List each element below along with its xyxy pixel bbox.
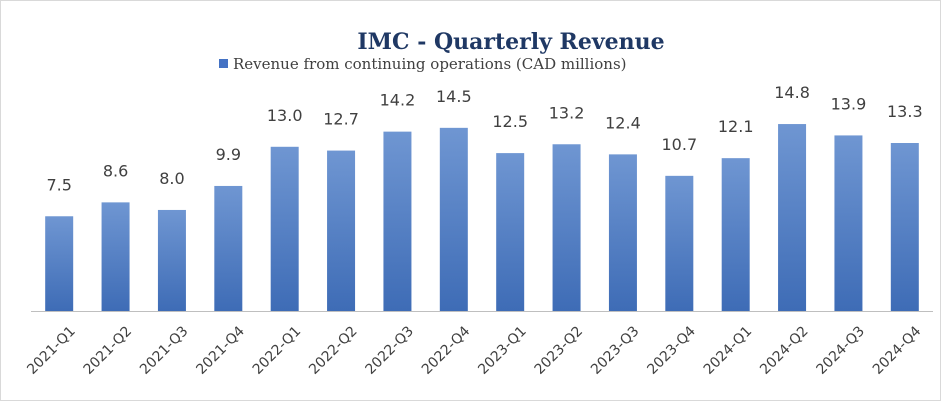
data-label-2024-q4: 13.3 — [887, 102, 923, 121]
data-label-2023-q2: 13.2 — [549, 103, 585, 122]
x-tick-label: 2024-Q3 — [814, 323, 869, 378]
bar-2021-q2 — [101, 202, 130, 311]
data-label-2023-q1: 12.5 — [492, 112, 528, 131]
x-tick-label: 2024-Q4 — [870, 323, 925, 378]
bar-2022-q2 — [327, 150, 356, 311]
bar-2023-q1 — [496, 153, 525, 311]
data-label-2021-q3: 8.0 — [159, 169, 184, 188]
data-label-2022-q1: 13.0 — [267, 106, 303, 125]
data-label-2023-q3: 12.4 — [605, 113, 641, 132]
data-label-2024-q1: 12.1 — [718, 117, 754, 136]
data-label-2024-q3: 13.9 — [831, 94, 867, 113]
x-tick-label: 2023-Q1 — [475, 323, 530, 378]
data-labels: 7.5 8.6 8.0 9.9 13.0 12.7 14.2 14.5 12.5 13.2 12.4… — [46, 83, 922, 194]
bar-2024-q1 — [721, 158, 750, 311]
data-label-2022-q2: 12.7 — [323, 110, 359, 129]
x-axis-tick-labels: 2021-Q1 2021-Q2 2021-Q3 2021-Q4 2022-Q1 2022-… — [24, 323, 924, 378]
bar-2024-q3 — [834, 135, 863, 311]
chart-title: IMC - Quarterly Revenue — [357, 29, 664, 55]
data-label-2021-q2: 8.6 — [103, 161, 128, 180]
bar-2021-q4 — [214, 185, 243, 311]
x-tick-label: 2023-Q3 — [588, 323, 643, 378]
x-tick-label: 2024-Q1 — [701, 323, 756, 378]
bar-2024-q2 — [778, 124, 807, 311]
data-label-2022-q4: 14.5 — [436, 87, 472, 106]
bar-2023-q4 — [665, 175, 694, 311]
data-label-2022-q3: 14.2 — [380, 91, 416, 110]
x-tick-label: 2022-Q3 — [363, 323, 418, 378]
bar-2021-q1 — [45, 216, 74, 311]
data-label-2023-q4: 10.7 — [662, 135, 698, 154]
bar-2022-q4 — [439, 127, 468, 311]
x-tick-label: 2021-Q1 — [24, 323, 79, 378]
x-tick-label: 2021-Q4 — [193, 323, 248, 378]
x-tick-label: 2021-Q2 — [81, 323, 136, 378]
bar-2024-q4 — [890, 143, 919, 311]
data-label-2021-q4: 9.9 — [216, 145, 241, 164]
bar-series — [45, 124, 919, 311]
x-tick-label: 2022-Q2 — [306, 323, 361, 378]
data-label-2024-q2: 14.8 — [774, 83, 810, 102]
x-tick-label: 2021-Q3 — [137, 323, 192, 378]
data-label-2021-q1: 7.5 — [46, 175, 71, 194]
legend-swatch — [219, 59, 228, 68]
bar-2023-q3 — [608, 154, 637, 311]
x-tick-label: 2024-Q2 — [757, 323, 812, 378]
x-tick-label: 2022-Q1 — [250, 323, 305, 378]
x-tick-label: 2022-Q4 — [419, 323, 474, 378]
bar-2022-q3 — [383, 131, 412, 311]
x-tick-label: 2023-Q4 — [644, 323, 699, 378]
bar-2022-q1 — [270, 146, 299, 311]
legend: Revenue from continuing operations (CAD … — [219, 55, 627, 73]
bar-2021-q3 — [157, 209, 186, 311]
legend-label: Revenue from continuing operations (CAD … — [233, 55, 627, 73]
x-tick-label: 2023-Q2 — [532, 323, 587, 378]
bar-2023-q2 — [552, 144, 581, 311]
